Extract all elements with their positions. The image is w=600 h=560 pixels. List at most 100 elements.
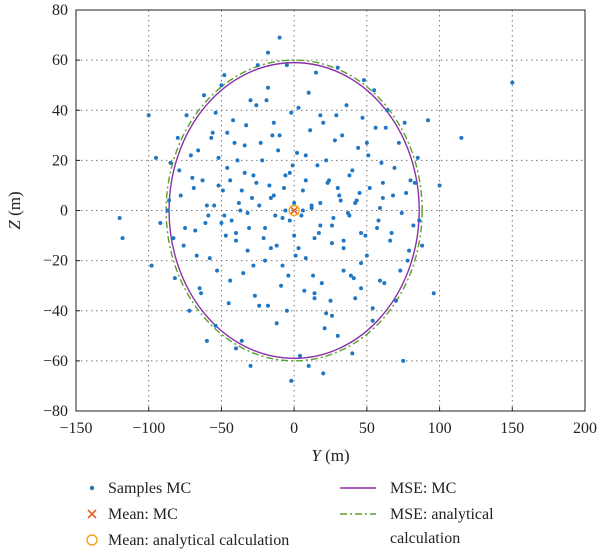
- sample-point: [399, 211, 404, 216]
- sample-point: [216, 155, 221, 160]
- sample-point: [120, 236, 125, 241]
- sample-point: [181, 243, 186, 248]
- sample-point: [324, 158, 329, 163]
- sample-point: [402, 120, 407, 125]
- sample-point: [191, 185, 196, 190]
- sample-point: [184, 113, 189, 118]
- sample-point: [313, 70, 318, 75]
- sample-point: [251, 263, 256, 268]
- sample-point: [177, 168, 182, 173]
- sample-point: [219, 221, 224, 226]
- sample-point: [417, 218, 422, 223]
- sample-point: [201, 93, 206, 98]
- sample-point: [236, 200, 241, 205]
- sample-point: [228, 178, 233, 183]
- sample-point: [296, 246, 301, 251]
- sample-point: [401, 358, 406, 363]
- sample-point: [261, 236, 266, 241]
- sample-point: [229, 218, 234, 223]
- sample-point: [325, 180, 330, 185]
- sample-point: [289, 378, 294, 383]
- sample-point: [284, 308, 289, 313]
- sample-point: [437, 183, 442, 188]
- sample-point: [274, 243, 279, 248]
- legend-label: Mean: MC: [108, 506, 178, 523]
- mean-markers: [288, 204, 300, 217]
- legend: Samples MC MSE: MC Mean: MC MSE: analytical…: [86, 480, 494, 549]
- sample-point: [172, 276, 177, 281]
- sample-point: [324, 311, 329, 316]
- sample-point: [334, 113, 339, 118]
- sample-point: [300, 208, 305, 213]
- sample-point: [199, 291, 204, 296]
- sample-point: [380, 195, 385, 200]
- sample-point: [309, 203, 314, 208]
- y-tick-labels: −80 −60 −40 −20 0 20 40 60 80: [43, 2, 80, 420]
- sample-point: [241, 271, 246, 276]
- x-tick-labels: −150 −100 −50 0 50 100 150 200: [59, 407, 597, 437]
- sample-point: [171, 236, 176, 241]
- sample-point: [341, 268, 346, 273]
- sample-point: [146, 113, 151, 118]
- sample-point: [329, 241, 334, 246]
- sample-point: [267, 183, 272, 188]
- legend-item: MSE: analytical calculation: [340, 506, 494, 547]
- sample-point: [178, 193, 183, 198]
- sample-point: [425, 118, 430, 123]
- sample-point: [332, 138, 337, 143]
- sample-point: [303, 153, 308, 158]
- legend-item: MSE: MC: [340, 480, 456, 497]
- sample-point: [372, 88, 377, 93]
- sample-point: [359, 261, 364, 266]
- sample-point: [351, 276, 356, 281]
- sample-point: [255, 63, 260, 68]
- x-tick-label: −100: [132, 420, 165, 437]
- y-tick-label: −80: [43, 403, 68, 420]
- sample-point: [233, 238, 238, 243]
- sample-point: [404, 190, 409, 195]
- sample-point: [286, 273, 291, 278]
- sample-point: [270, 133, 275, 138]
- x-tick-label: 100: [428, 420, 452, 437]
- sample-point: [233, 231, 238, 236]
- sample-point: [345, 211, 350, 216]
- mean-analytical-marker: [288, 204, 300, 217]
- sample-point: [383, 125, 388, 130]
- sample-point: [392, 165, 397, 170]
- sample-point: [244, 123, 249, 128]
- sample-point: [194, 253, 199, 258]
- sample-point: [321, 120, 326, 125]
- sample-point: [279, 283, 284, 288]
- sample-point: [238, 208, 243, 213]
- sample-point: [364, 253, 369, 258]
- sample-point: [254, 103, 259, 108]
- sample-point: [215, 268, 220, 273]
- sample-point: [175, 135, 180, 140]
- sample-point: [200, 178, 205, 183]
- sample-point: [340, 133, 345, 138]
- legend-label: MSE: analytical: [390, 506, 494, 523]
- sample-point: [359, 286, 364, 291]
- sample-point: [382, 281, 387, 286]
- sample-point: [367, 185, 372, 190]
- sample-point: [328, 298, 333, 303]
- sample-point: [300, 188, 305, 193]
- sample-point: [322, 326, 327, 331]
- sample-point: [335, 65, 340, 70]
- sample-point: [308, 128, 313, 133]
- x-tick-label: −50: [209, 420, 234, 437]
- sample-point: [420, 243, 425, 248]
- sample-point: [271, 193, 276, 198]
- sample-point: [274, 321, 279, 326]
- sample-point: [318, 113, 323, 118]
- y-tick-label: 40: [52, 102, 68, 119]
- sample-point: [289, 110, 294, 115]
- sample-point: [233, 346, 238, 351]
- sample-point: [242, 170, 247, 175]
- sample-point: [225, 130, 230, 135]
- y-tick-label: −40: [43, 303, 68, 320]
- sample-point: [206, 213, 211, 218]
- sample-point: [315, 163, 320, 168]
- sample-point: [312, 291, 317, 296]
